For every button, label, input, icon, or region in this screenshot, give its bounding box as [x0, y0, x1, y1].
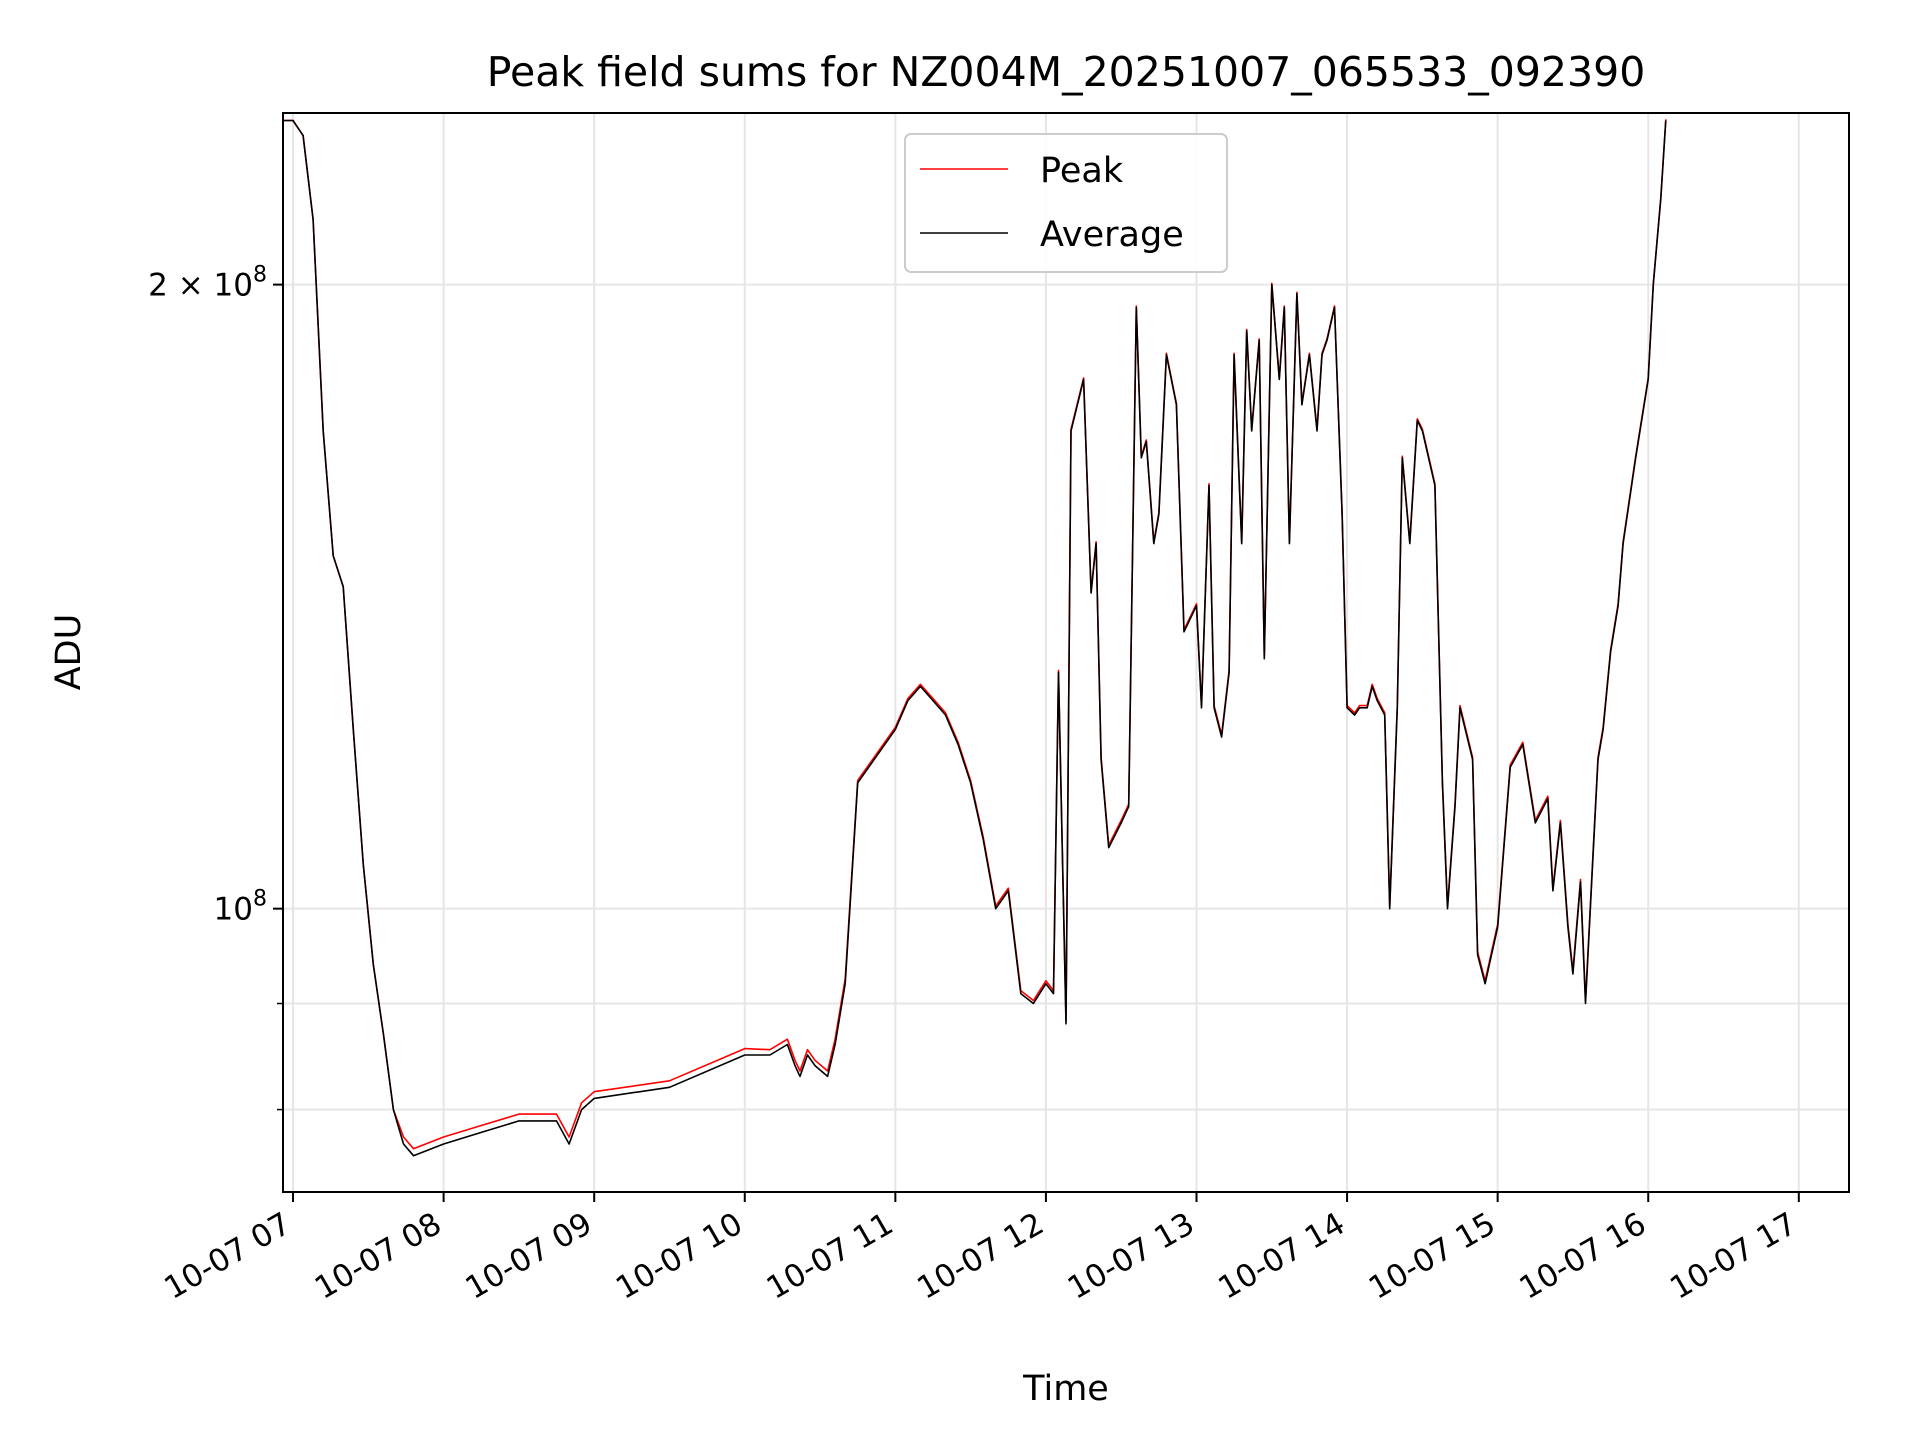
- legend-label-average: Average: [1040, 215, 1184, 255]
- plot-frame: [282, 112, 1850, 1193]
- x-axis-label: Time: [1022, 1369, 1109, 1409]
- y-tick-label: 2 × 108: [148, 263, 267, 304]
- chart-title: Peak field sums for NZ004M_20251007_0655…: [487, 48, 1646, 96]
- legend: Peak Average: [904, 133, 1228, 273]
- series-line-average: [283, 119, 1667, 1157]
- legend-label-peak: Peak: [1040, 151, 1124, 191]
- series-layer: [283, 119, 1667, 1157]
- y-axis-label: ADU: [49, 614, 89, 691]
